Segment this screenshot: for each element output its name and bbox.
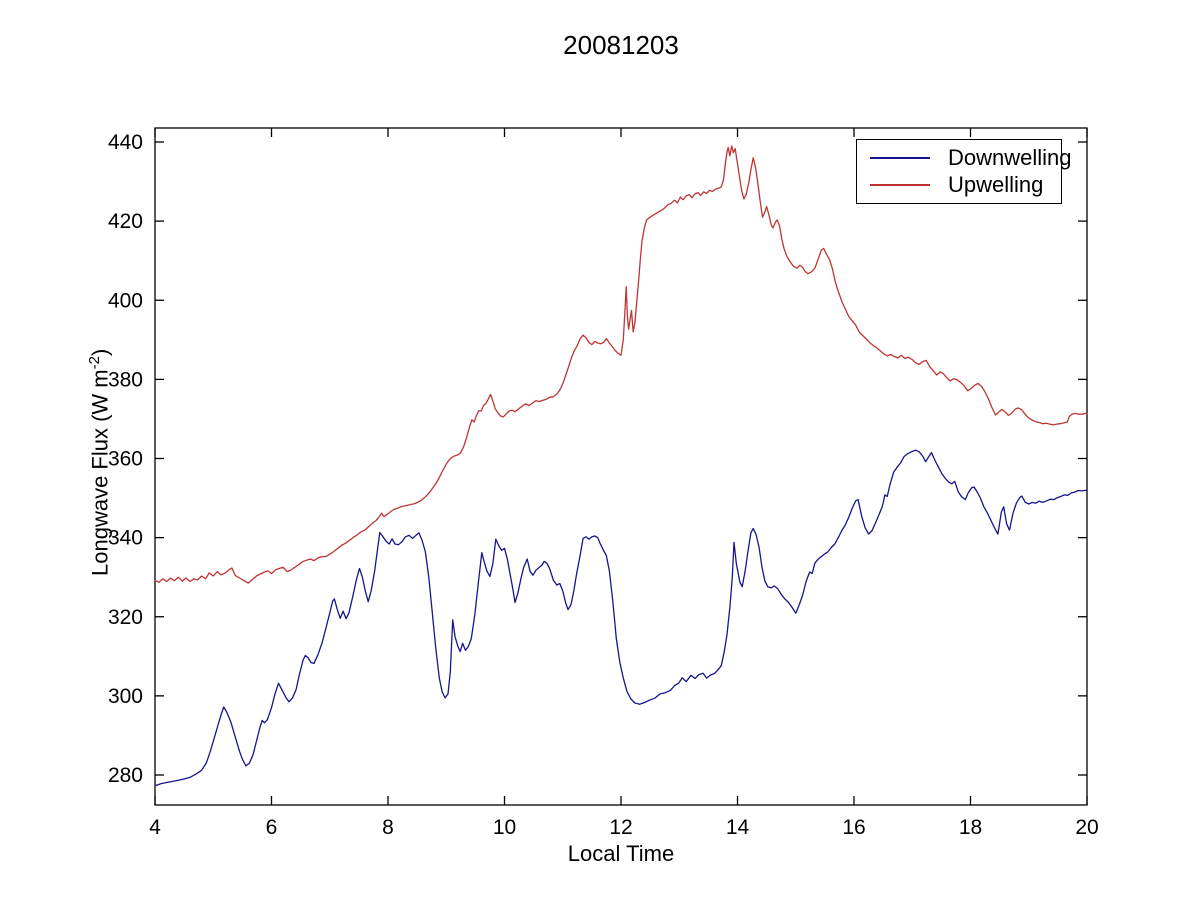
legend: Downwelling Upwelling [856, 139, 1072, 204]
y-tick-label: 300 [108, 685, 143, 708]
y-axis-label-superscript: -2 [86, 356, 103, 370]
x-tick-label: 20 [1075, 816, 1098, 839]
x-tick-label: 12 [609, 816, 632, 839]
y-axis-label-close: ) [87, 348, 113, 357]
x-tick-label: 10 [493, 816, 516, 839]
y-axis-label-text: Longwave Flux (W m [87, 369, 113, 576]
chart-title: 20081203 [563, 30, 679, 60]
x-tick-label: 16 [842, 816, 865, 839]
legend-label-downwelling: Downwelling [948, 144, 1072, 170]
y-tick-label: 280 [108, 764, 143, 787]
legend-line-upwelling [870, 184, 930, 187]
x-axis-label: Local Time [567, 841, 675, 866]
x-tick-label: 8 [382, 816, 394, 839]
x-tick-label: 4 [149, 816, 161, 839]
legend-item-downwelling: Downwelling [857, 146, 1072, 169]
y-tick-label: 320 [108, 606, 143, 629]
series-line-downwelling [154, 449, 1088, 787]
y-tick-label: 420 [108, 210, 143, 233]
y-tick-label: 340 [108, 527, 143, 550]
x-tick-label: 6 [266, 816, 278, 839]
y-tick-label: 400 [108, 289, 143, 312]
legend-line-downwelling [870, 156, 930, 159]
legend-item-upwelling: Upwelling [857, 174, 1061, 196]
series-line-upwelling [154, 145, 1088, 584]
x-tick-label: 14 [726, 816, 750, 839]
axis-box [154, 127, 1088, 806]
y-axis-label: Longwave Flux (W m-2) [86, 349, 113, 576]
y-tick-label: 440 [108, 131, 143, 154]
y-tick-label: 380 [108, 368, 143, 391]
legend-label-upwelling: Upwelling [948, 172, 1044, 198]
x-tick-label: 18 [959, 816, 982, 839]
y-tick-label: 360 [108, 448, 143, 471]
